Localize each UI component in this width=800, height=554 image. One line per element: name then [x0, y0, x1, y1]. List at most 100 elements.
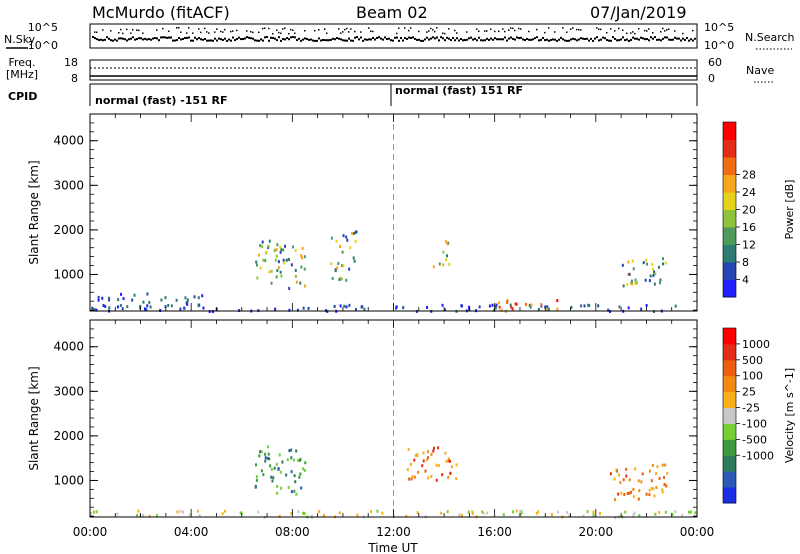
scatter-cell [614, 516, 617, 520]
scatter-cell [279, 250, 282, 254]
scatter-cell [262, 473, 265, 477]
scatter-cell [277, 266, 280, 270]
scatter-cell [159, 308, 162, 312]
scatter-cell [268, 239, 271, 243]
scatter-cell [544, 305, 547, 309]
scatter-cell [285, 473, 288, 477]
colorbar-tick-label: -500 [742, 433, 767, 446]
scatter-cell [557, 510, 560, 514]
scatter-cell [266, 456, 269, 460]
scatter-cell [345, 305, 348, 309]
scatter-cell [294, 480, 297, 484]
scatter-cell [614, 498, 617, 502]
scatter-cell [223, 509, 226, 513]
panel-1: 1000 2000 3000 4000 Slant Range [km] 4 8 12 16 20… [27, 113, 796, 314]
scatter-cell [666, 471, 669, 475]
scatter-cell [455, 463, 458, 467]
scatter-cell [302, 467, 305, 471]
scatter-cell [652, 487, 655, 491]
scatter-cell [97, 295, 100, 299]
scatter-cell [297, 458, 300, 462]
scatter-cell [694, 511, 697, 515]
scatter-cell [416, 454, 419, 458]
nsky-panel: 10^5 10^0 N.Sky 10^5 10^0 N.Search [4, 21, 795, 52]
x-tick-labels: 00:00 04:00 08:00 12:00 16:00 20:00 00:00 [73, 525, 715, 539]
x-tick-label: 08:00 [275, 525, 310, 539]
scatter-cell [295, 280, 298, 284]
scatter-cell [437, 446, 440, 450]
scatter-cell [626, 491, 629, 495]
scatter-cell [512, 510, 515, 514]
scatter-cell [426, 305, 429, 309]
scatter-cell [176, 510, 179, 514]
scatter-cell [506, 301, 509, 305]
scatter-cell [303, 468, 306, 472]
scatter-cell [568, 514, 571, 518]
scatter-cell [422, 451, 425, 455]
y-tick-label: 1000 [53, 473, 84, 487]
scatter-cell [175, 298, 178, 302]
scatter-cell [444, 451, 447, 455]
scatter-cell [299, 281, 302, 285]
scatter-cell [430, 452, 433, 456]
colorbar-label: Velocity [m s^-1] [783, 368, 796, 463]
scatter-cell [432, 265, 435, 269]
scatter-cell [95, 510, 98, 514]
scatter-cell [657, 265, 660, 269]
x-tick-label: 00:00 [680, 525, 715, 539]
scatter-cell [658, 476, 661, 480]
scatter-cell [201, 294, 204, 298]
scatter-cell [674, 510, 677, 514]
y-tick-label: 1000 [53, 267, 84, 281]
scatter-cell [520, 509, 523, 513]
scatter-cell [338, 511, 341, 515]
scatter-cell [471, 510, 474, 514]
scatter-cell [276, 491, 279, 495]
scatter-cell [622, 284, 625, 288]
scatter-cell [445, 254, 448, 258]
scatter-cell [648, 469, 651, 473]
scatter-cell [288, 449, 291, 453]
scatter-cell [279, 245, 282, 249]
scatter-cell [442, 250, 445, 254]
scatter-cell [632, 487, 635, 491]
scatter-cell [260, 450, 263, 454]
scatter-cell [334, 269, 337, 273]
scatter-cell [624, 510, 627, 514]
scatter-cell [592, 513, 595, 517]
scatter-cell [255, 263, 258, 267]
colorbar-swatch [723, 343, 736, 361]
scatter-cell [300, 486, 303, 490]
scatter-cell [300, 265, 303, 269]
scatter-cell [352, 256, 355, 260]
scatter-cell [275, 254, 278, 258]
scatter-cell [628, 491, 631, 495]
colorbar-swatch [723, 209, 736, 228]
scatter-cell [146, 292, 149, 296]
scatter-cell [652, 310, 655, 314]
scatter-cell [653, 494, 656, 498]
scatter-cell [255, 475, 258, 479]
scatter-cell [280, 486, 283, 490]
cpid-label: CPID [8, 90, 37, 103]
scatter-cell [142, 300, 145, 304]
colorbar-tick-label: 20 [742, 204, 756, 217]
scatter-cell [293, 474, 296, 478]
scatter-cell [551, 513, 554, 517]
scatter-cell [426, 458, 429, 462]
scatter-cell [270, 467, 273, 471]
scatter-cell [688, 510, 691, 514]
scatter-cell [467, 510, 470, 514]
scatter-cell [259, 266, 262, 270]
scatter-cell [427, 450, 430, 454]
scatter-cell [287, 257, 290, 261]
scatter-cell [654, 512, 657, 516]
scatter-cell [275, 275, 278, 279]
scatter-cell [274, 307, 277, 311]
scatter-cell [156, 513, 159, 517]
colorbar-tick-label: -1000 [742, 449, 774, 462]
x-tick-label: 12:00 [376, 525, 411, 539]
scatter-cell [164, 296, 167, 300]
scatter-cell [186, 302, 189, 306]
scatter-cell [275, 248, 278, 252]
